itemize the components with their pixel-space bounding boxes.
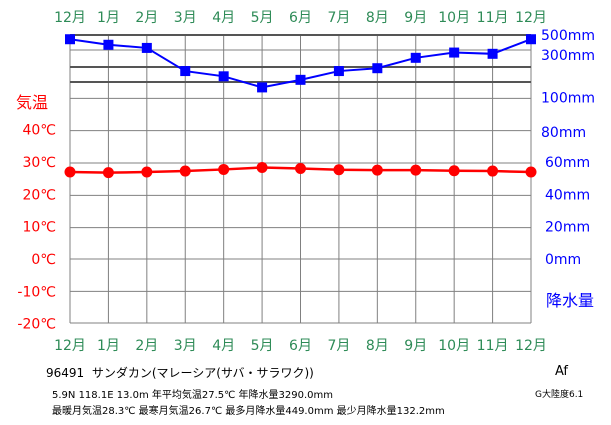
precipitation-point: [526, 34, 536, 45]
temperature-point: [410, 164, 422, 176]
precipitation-tick-label: 80mm: [541, 125, 586, 141]
temperature-tick-label: 20℃: [22, 187, 56, 203]
temperature-point: [525, 166, 537, 178]
top-month-labels: 12月 1月 2月 3月 4月 5月 6月 7月 8月 9月 10月 11月 12月: [54, 10, 547, 26]
month-label: 2月: [135, 338, 158, 354]
precipitation-point: [103, 39, 114, 50]
month-label: 8月: [366, 338, 389, 354]
precipitation-tick-label: 60mm: [545, 155, 590, 171]
temperature-tick-label: 0℃: [31, 252, 56, 268]
temperature-point: [218, 163, 230, 175]
precipitation-point: [333, 66, 344, 77]
month-label: 9月: [404, 338, 427, 354]
month-label: 11月: [477, 10, 509, 26]
precipitation-point: [257, 82, 268, 93]
temperature-point: [295, 162, 306, 174]
precipitation-tick-label: 0mm: [545, 252, 581, 268]
precipitation-point: [218, 71, 229, 82]
temperature-point: [333, 164, 345, 176]
bottom-month-labels: 12月 1月 2月 3月 4月 5月 6月 7月 8月 9月 10月 11月 12月: [54, 338, 547, 354]
temperature-tick-label: -20℃: [17, 317, 56, 333]
station-header: 96491 サンダカン(マレーシア(サバ・サラワク)): [46, 364, 314, 381]
temperature-tick-label: -10℃: [17, 284, 56, 300]
temperature-tick-label: 40℃: [22, 123, 56, 139]
month-label: 1月: [97, 338, 120, 354]
temperature-point: [64, 166, 76, 178]
month-label: 6月: [289, 10, 312, 26]
station-id: 96491: [46, 366, 85, 380]
station-coordinates-summary: 5.9N 118.1E 13.0m 年平均気温27.5℃ 年降水量3290.0m…: [52, 390, 334, 401]
month-label: 9月: [404, 10, 427, 26]
precipitation-point: [410, 52, 421, 63]
month-label: 7月: [327, 338, 350, 354]
temperature-point: [448, 165, 460, 177]
temperature-tick-label: 30℃: [22, 155, 56, 171]
month-label: 5月: [251, 10, 274, 26]
precipitation-series: [65, 34, 536, 93]
precipitation-point: [65, 34, 75, 45]
month-label: 12月: [515, 10, 547, 26]
precipitation-tick-label: 40mm: [545, 187, 590, 203]
month-label: 11月: [477, 338, 509, 354]
precipitation-axis-label: 降水量: [546, 291, 594, 310]
month-label: 12月: [54, 10, 86, 26]
month-label: 6月: [289, 338, 312, 354]
month-label: 12月: [54, 338, 86, 354]
month-label: 5月: [251, 338, 274, 354]
precipitation-point: [487, 48, 498, 59]
month-label: 1月: [97, 10, 120, 26]
temperature-point: [141, 166, 153, 178]
month-label: 4月: [212, 338, 235, 354]
temperature-point: [102, 167, 114, 179]
station-name: サンダカン(マレーシア(サバ・サラワク)): [91, 366, 314, 380]
station-extremes-summary: 最暖月気温28.3℃ 最寒月気温26.7℃ 最多月降水量449.0mm 最少月降…: [52, 406, 445, 417]
temperature-point: [371, 164, 383, 176]
month-label: 2月: [135, 10, 158, 26]
month-label: 10月: [438, 338, 470, 354]
climate-chart: 12月 1月 2月 3月 4月 5月 6月 7月 8月 9月 10月 11月 12月 12月 1月 2月 3月…: [16, 10, 595, 354]
precipitation-point: [141, 42, 152, 53]
temperature-point: [487, 165, 499, 177]
precipitation-point: [449, 47, 460, 58]
temperature-axis-label: 気温: [16, 93, 48, 112]
precipitation-point: [180, 66, 191, 77]
month-label: 4月: [212, 10, 235, 26]
month-label: 8月: [366, 10, 389, 26]
temperature-series: [64, 161, 537, 179]
precipitation-axis-ticks: 60mm 40mm 20mm 0mm 500mm 300mm 100mm 80mm: [541, 28, 595, 268]
precipitation-tick-label: 20mm: [545, 220, 590, 236]
precipitation-point: [372, 63, 383, 74]
month-label: 12月: [515, 338, 547, 354]
temperature-axis-ticks: 40℃ 30℃ 20℃ 10℃ 0℃ -10℃ -20℃: [17, 123, 56, 333]
temperature-point: [179, 165, 191, 177]
month-label: 10月: [438, 10, 470, 26]
temperature-point: [256, 161, 268, 173]
month-label: 3月: [174, 10, 197, 26]
precipitation-tick-label: 300mm: [541, 48, 595, 64]
temperature-tick-label: 10℃: [22, 220, 56, 236]
precipitation-point: [295, 74, 306, 85]
precipitation-tick-label: 100mm: [541, 90, 595, 106]
month-label: 7月: [327, 10, 350, 26]
precipitation-tick-label: 500mm: [541, 28, 595, 44]
month-label: 3月: [174, 338, 197, 354]
continentality-index: G大陸度6.1: [535, 390, 584, 400]
koppen-class: Af: [555, 364, 569, 379]
